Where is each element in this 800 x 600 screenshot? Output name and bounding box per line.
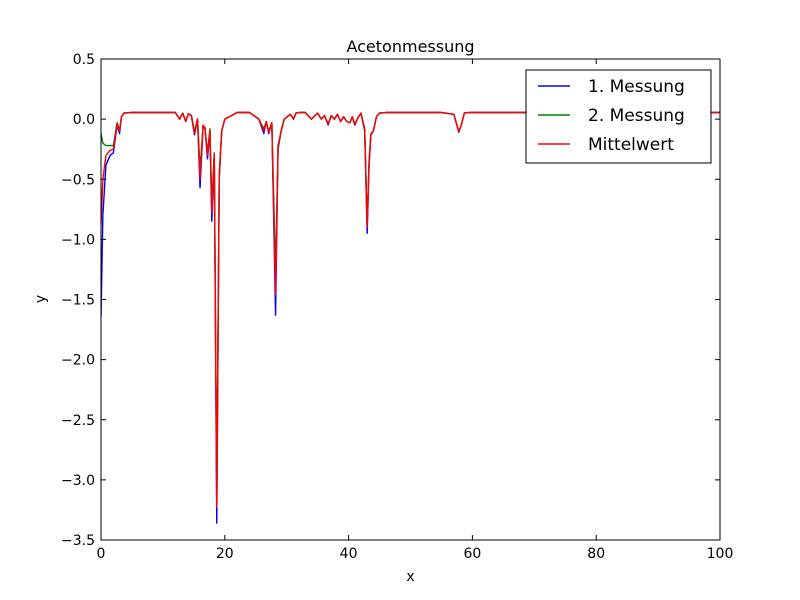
x-axis-label: x [406,569,414,585]
x-tick-label: 40 [340,546,358,562]
series-layer [101,111,720,524]
y-tick-label: −0.5 [61,172,95,188]
y-tick-label: −3.0 [61,473,95,489]
y-tick-label: −2.0 [61,353,95,369]
chart-title: Acetonmessung [346,37,474,56]
x-tick-label: 80 [587,546,605,562]
x-tick-label: 100 [707,546,734,562]
y-axis-label: y [33,295,49,303]
x-axis: 0 20 40 60 80 100 [97,59,734,562]
y-axis: −3.5 −3.0 −2.5 −2.0 −1.5 −1.0 −0.5 0.0 0.5 [61,52,720,549]
x-tick-label: 60 [463,546,481,562]
y-tick-label: 0.0 [73,112,95,128]
y-tick-label: −1.0 [61,232,95,248]
x-tick-label: 0 [97,546,106,562]
y-tick-label: 0.5 [73,52,95,68]
legend: 1. Messung 2. Messung Mittelwert [525,69,712,164]
y-tick-label: −3.5 [61,533,95,549]
legend-label-1: 1. Messung [588,77,685,97]
y-tick-label: −1.5 [61,293,95,309]
legend-label-2: 2. Messung [588,106,685,126]
y-tick-label: −2.5 [61,413,95,429]
series-line-3 [101,111,720,509]
x-tick-label: 20 [216,546,234,562]
legend-label-3: Mittelwert [588,135,674,155]
